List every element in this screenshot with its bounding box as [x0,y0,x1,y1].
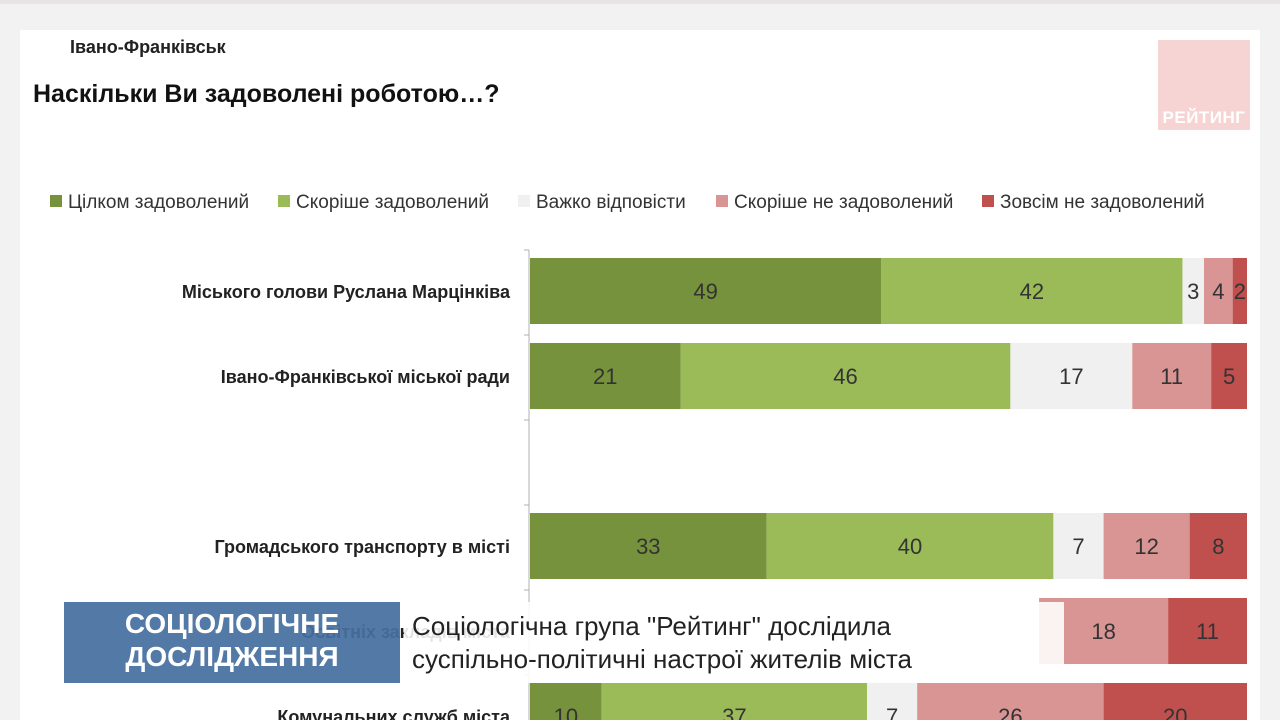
data-label: 8 [1212,534,1224,559]
legend-label: Важко відповісти [536,192,686,213]
legend-item-rather-dissatisfied: Скоріше не задоволений [716,192,953,214]
data-label: 7 [1072,534,1084,559]
category-label: Івано-Франківської міської ради [221,367,510,387]
bar-segment [1232,258,1247,324]
bar-segment [601,683,867,720]
legend-item-fully-dissatisfied: Зовсім не задоволений [982,192,1205,214]
data-label: 3 [1187,279,1199,304]
legend-item-fully-satisfied: Цілком задоволений [50,192,249,214]
bar-segment [917,683,1104,720]
rating-logo-text: РЕЙТИНГ [1162,108,1246,127]
legend-label: Цілком задоволений [68,192,250,213]
category-label: Комунальних служб міста [277,707,511,720]
bar-segment [1132,343,1212,409]
data-label: 17 [1059,364,1083,389]
city-label: Івано-Франківськ [70,37,226,57]
data-label: 10 [554,704,578,720]
legend-item-hard-to-say: Важко відповісти [518,192,686,214]
bar-segment [530,258,882,324]
lower-third-tag-line1: СОЦІОЛОГІЧНЕ [124,608,340,639]
bar-segment [866,683,918,720]
legend-swatch [278,195,290,207]
data-label: 20 [1163,704,1187,720]
category-label: Міського голови Руслана Марцінківа [182,282,511,302]
bar-segment [1189,513,1247,579]
bar-segment [766,513,1054,579]
legend-label: Зовсім не задоволений [1000,192,1205,213]
data-label: 49 [693,279,717,304]
bar-segment [1053,513,1104,579]
bar-segment [1203,258,1233,324]
data-label: 40 [898,534,922,559]
bar-segment [1103,683,1247,720]
lower-third-headline: Соціологічна група "Рейтинг" дослідила с… [404,602,1064,683]
legend-swatch [518,195,530,207]
data-label: 11 [1196,619,1219,644]
data-label: 4 [1212,279,1224,304]
data-label: 33 [636,534,660,559]
bar-segment [1168,598,1247,664]
top-stripe [0,0,1280,4]
lower-third-headline-line2: суспільно-політичні настрої жителів міст… [412,644,912,674]
lower-third-tag: СОЦІОЛОГІЧНЕ ДОСЛІДЖЕННЯ [64,602,400,683]
data-label: 11 [1160,364,1183,389]
legend-item-rather-satisfied: Скоріше задоволений [278,192,489,214]
data-label: 7 [886,704,898,720]
legend-label: Скоріше задоволений [296,192,490,213]
data-label: 21 [593,364,617,389]
bar-segment [1010,343,1133,409]
data-label: 5 [1223,364,1235,389]
category-label: Громадського транспорту в місті [215,537,510,557]
data-label: 46 [833,364,857,389]
data-label: 37 [722,704,746,720]
bar-segment [1211,343,1247,409]
legend-swatch [716,195,728,207]
bar-segment [881,258,1183,324]
bar-segment [530,683,602,720]
data-label: 42 [1020,279,1044,304]
bar-segment [680,343,1011,409]
data-label: 12 [1134,534,1158,559]
legend-label: Скоріше не задоволений [734,192,954,213]
legend-swatch [982,195,994,207]
data-label: 26 [998,704,1022,720]
bar-segment [1103,513,1190,579]
rating-logo: РЕЙТИНГ [1158,40,1250,130]
bar-segment [530,343,681,409]
chart-title: Наскільки Ви задоволені роботою…? [33,80,500,108]
legend-swatch [50,195,62,207]
bar-segment [1182,258,1204,324]
bar-segment [530,513,767,579]
lower-third-tag-line2: ДОСЛІДЖЕННЯ [125,641,339,672]
data-label: 2 [1234,279,1246,304]
data-label: 18 [1091,619,1115,644]
lower-third-headline-line1: Соціологічна група "Рейтинг" дослідила [412,611,892,641]
lower-third: СОЦІОЛОГІЧНЕ ДОСЛІДЖЕННЯ Соціологічна гр… [64,602,1280,683]
